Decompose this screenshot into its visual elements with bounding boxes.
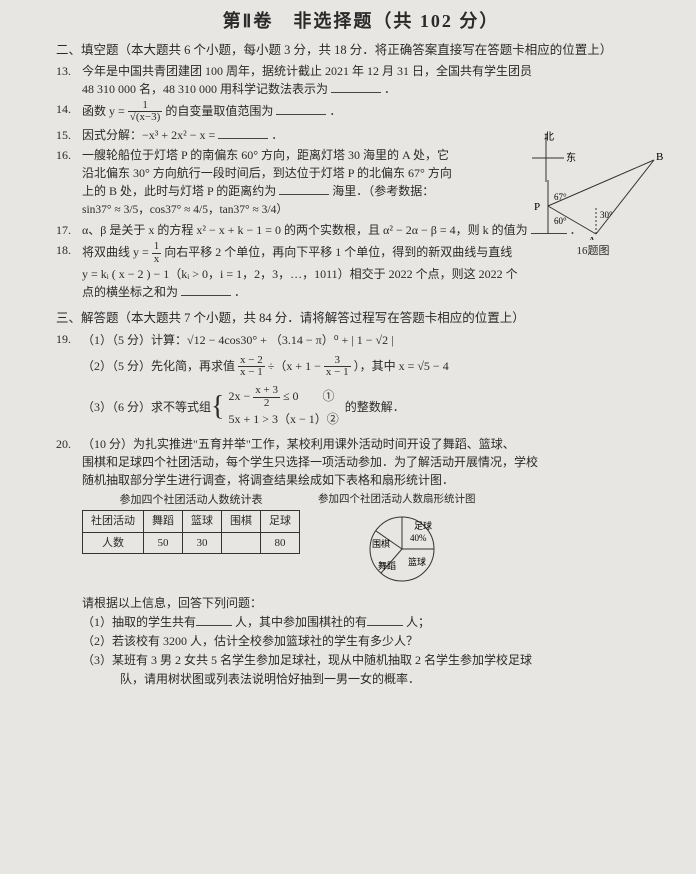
- qnum-20: 20.: [56, 435, 82, 690]
- q16-l1: 一艘轮船位于灯塔 P 的南偏东 60° 方向，距离灯塔 30 海里的 A 处，它: [82, 148, 449, 162]
- q16-l3a: 上的 B 处，此时与灯塔 P 的距离约为: [82, 184, 276, 198]
- q19-p3: （3）（6 分）求不等式组 { 2x − x + 32 ≤ 0 ① 5x + 1…: [82, 385, 666, 429]
- q14-pre: 函数 y =: [82, 104, 125, 118]
- qnum-14: 14.: [56, 100, 82, 124]
- q20-l3: 随机抽取部分学生进行调查，将调查结果绘成如下表格和扇形统计图．: [82, 473, 454, 487]
- q16-l2: 沿北偏东 30° 方向航行一段时间后，到达位于灯塔 P 的北偏东 67° 方向: [82, 166, 452, 180]
- q20-blank1: [196, 614, 232, 626]
- svg-text:足球: 足球: [414, 520, 432, 531]
- question-14: 14. 函数 y = 1 √(x−3) 的自变量取值范围为 ．: [56, 100, 666, 124]
- q13-line1: 今年是中国共青团建团 100 周年，据统计截止 2021 年 12 月 31 日…: [82, 64, 532, 78]
- pie-title: 参加四个社团活动人数扇形统计图: [318, 492, 476, 508]
- svg-text:P: P: [534, 201, 540, 213]
- q18-l2: y = kᵢ ( x − 2 ) − 1（kᵢ > 0，i = 1，2，3，…，…: [82, 267, 518, 281]
- q20-ask: 请根据以上信息，回答下列问题：: [82, 594, 666, 612]
- q20-table-block: 参加四个社团活动人数统计表 社团活动舞蹈篮球围棋足球 人数503080: [82, 492, 300, 557]
- q15-period: ．: [271, 128, 283, 142]
- svg-text:60°: 60°: [554, 216, 567, 226]
- q20-l2: 围棋和足球四个社团活动，每个学生只选择一项活动参加．为了解活动开展情况，学校: [82, 455, 538, 469]
- q18-l1a: 将双曲线 y =: [82, 245, 152, 259]
- svg-text:舞蹈: 舞蹈: [378, 561, 396, 571]
- q20-s3b: 队，请用树状图或列表法说明恰好抽到一男一女的概率．: [120, 670, 666, 688]
- q15-pre: 因式分解：−x³ + 2x² − x =: [82, 128, 215, 142]
- q20-l1: （10 分）为扎实推进"五育并举"工作，某校利用课外活动时间开设了舞蹈、篮球、: [82, 437, 515, 451]
- figure-compass-triangle: 北 东 P A B 67° 60° 30° 16题图: [518, 130, 668, 260]
- q18-l1b: 向右平移 2 个单位，再向下平移 1 个单位，得到的新双曲线与直线: [164, 245, 512, 259]
- q16-l3b: 海里．（参考数据：: [332, 184, 434, 198]
- qnum-16: 16.: [56, 146, 82, 219]
- q20-s1: （1）抽取的学生共有 人，其中参加围棋社的有 人；: [82, 613, 666, 631]
- question-20: 20. （10 分）为扎实推进"五育并举"工作，某校利用课外活动时间开设了舞蹈、…: [56, 435, 666, 690]
- q18-period: ．: [234, 285, 246, 299]
- q20-graphics-row: 参加四个社团活动人数统计表 社团活动舞蹈篮球围棋足球 人数503080 参加四个…: [82, 492, 666, 592]
- q18-blank: [181, 284, 231, 296]
- section-3-heading: 三、解答题（本大题共 7 个小题，共 84 分．请将解答过程写在答题卡相应的位置…: [56, 309, 666, 328]
- q14-post: 的自变量取值范围为: [165, 104, 273, 118]
- volume-title: 第Ⅱ卷 非选择题（共 102 分）: [56, 8, 666, 35]
- q16-blank: [279, 183, 329, 195]
- qnum-15: 15.: [56, 126, 82, 144]
- table-row: 人数503080: [83, 532, 300, 554]
- svg-text:B: B: [656, 151, 663, 163]
- q18-l3: 点的横坐标之和为: [82, 285, 178, 299]
- q20-pie-block: 参加四个社团活动人数扇形统计图 足球 40% 篮球 舞蹈 围棋: [318, 492, 476, 592]
- inequality-system: { 2x − x + 32 ≤ 0 ① 5x + 1 > 3（x − 1）②: [211, 385, 339, 429]
- svg-text:30°: 30°: [600, 210, 613, 220]
- q14-fraction: 1 √(x−3): [128, 100, 163, 124]
- qnum-13: 13.: [56, 62, 82, 98]
- q20-blank2: [367, 614, 403, 626]
- q16-ref: sin37° ≈ 3/5，cos37° ≈ 4/5，tan37° ≈ 3/4）: [82, 204, 288, 216]
- club-table: 社团活动舞蹈篮球围棋足球 人数503080: [82, 510, 300, 554]
- q19-p1: （1）（5 分）计算：√12 − 4cos30° + （3.14 − π）⁰ +…: [82, 331, 666, 349]
- svg-text:67°: 67°: [554, 192, 567, 202]
- svg-text:东: 东: [566, 151, 576, 164]
- q15-blank: [218, 127, 268, 139]
- svg-text:40%: 40%: [410, 533, 427, 543]
- q17-text: α、β 是关于 x 的方程 x² − x + k − 1 = 0 的两个实数根，…: [82, 223, 528, 237]
- question-19: 19. （1）（5 分）计算：√12 − 4cos30° + （3.14 − π…: [56, 330, 666, 431]
- section-2-heading: 二、填空题（本大题共 6 个小题，每小题 3 分，共 18 分．将正确答案直接写…: [56, 41, 666, 60]
- q13-line2: 48 310 000 名，48 310 000 用科学记数法表示为: [82, 82, 328, 96]
- question-13: 13. 今年是中国共青团建团 100 周年，据统计截止 2021 年 12 月 …: [56, 62, 666, 98]
- q13-blank: [331, 81, 381, 93]
- pie-chart: 足球 40% 篮球 舞蹈 围棋: [342, 507, 452, 591]
- svg-text:A: A: [588, 235, 596, 240]
- q14-period: ．: [329, 104, 341, 118]
- fig16-svg: 北 东 P A B 67° 60° 30°: [518, 130, 668, 240]
- qnum-17: 17.: [56, 221, 82, 239]
- q18-frac: 1x: [152, 241, 162, 265]
- qnum-18: 18.: [56, 241, 82, 301]
- svg-text:围棋: 围棋: [372, 538, 390, 549]
- svg-text:篮球: 篮球: [408, 556, 426, 567]
- fig16-caption: 16题图: [518, 243, 668, 260]
- svg-text:北: 北: [544, 131, 554, 143]
- q19-p2: （2）（5 分）先化简，再求值 x − 2x − 1 ÷（x + 1 − 3x …: [82, 355, 666, 379]
- table-title: 参加四个社团活动人数统计表: [82, 492, 300, 509]
- qnum-19: 19.: [56, 330, 82, 431]
- q14-blank: [276, 103, 326, 115]
- q20-s2: （2）若该校有 3200 人，估计全校参加篮球社的学生有多少人？: [82, 632, 666, 650]
- table-row: 社团活动舞蹈篮球围棋足球: [83, 511, 300, 533]
- q13-period: ．: [384, 82, 396, 96]
- q20-s3a: （3）某班有 3 男 2 女共 5 名学生参加足球社，现从中随机抽取 2 名学生…: [82, 651, 666, 669]
